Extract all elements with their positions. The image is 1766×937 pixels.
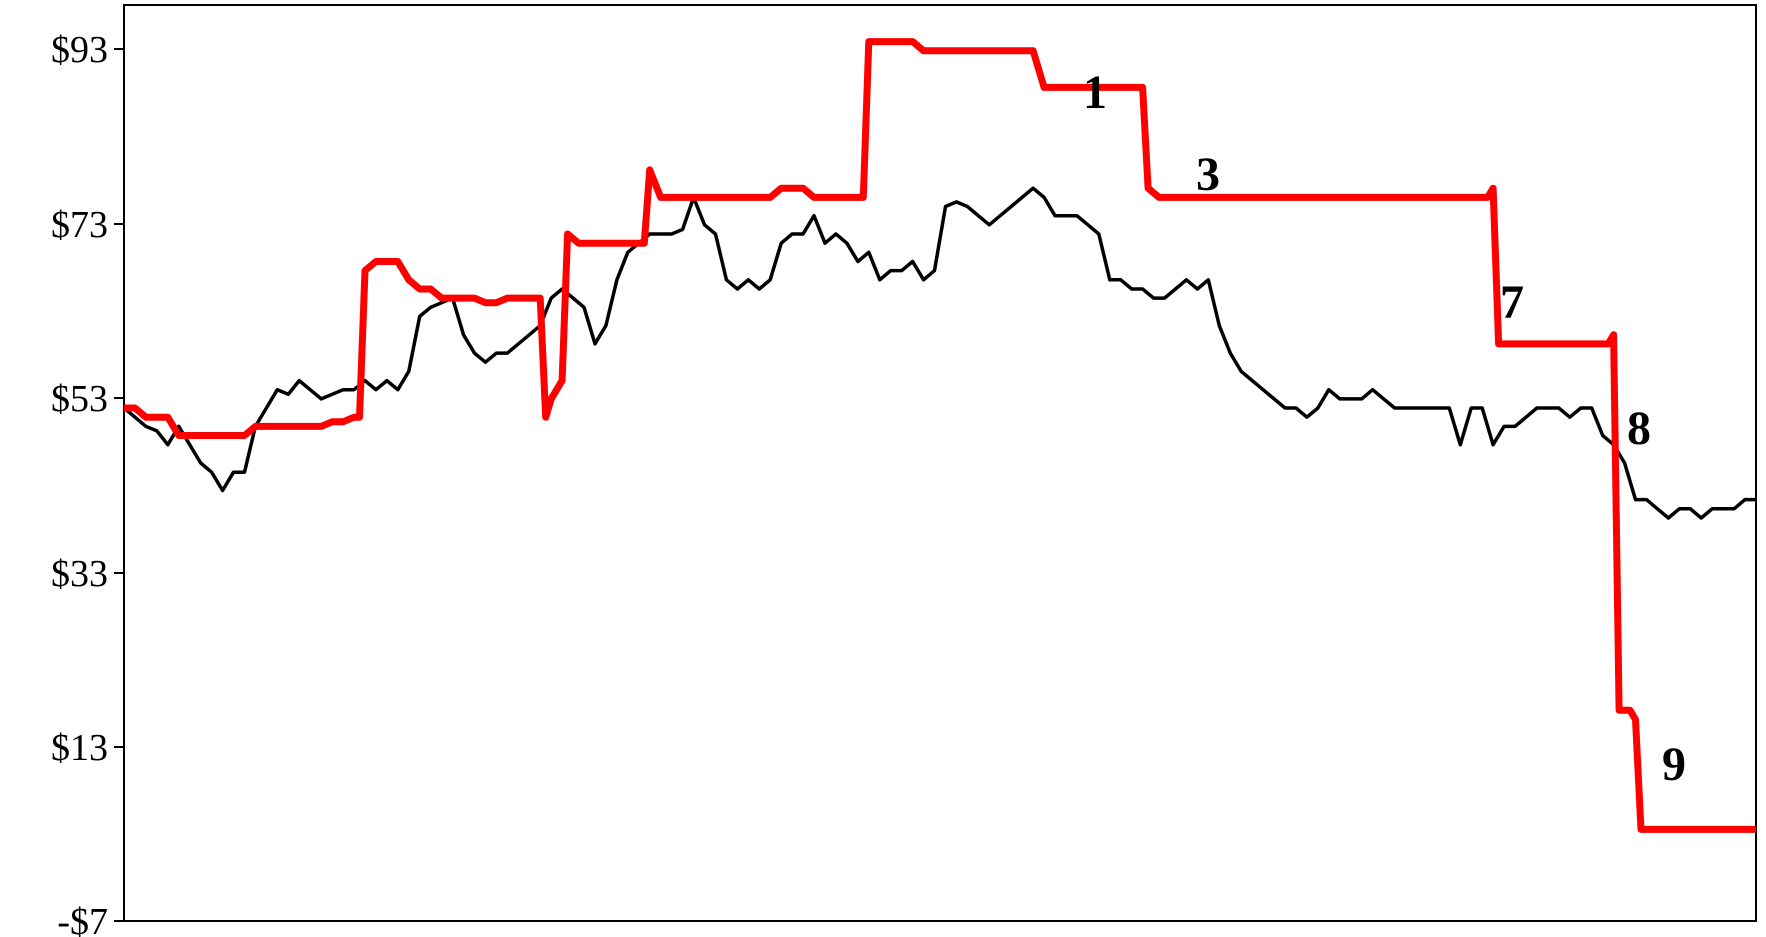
annotation-label: 9 <box>1662 738 1686 791</box>
y-tick-label: $73 <box>51 204 108 246</box>
annotation-label: 1 <box>1083 66 1107 119</box>
series-layer <box>122 38 1756 833</box>
series-line-2 <box>124 38 1756 833</box>
annotations-layer: 1 3 7 8 9 <box>1083 66 1686 791</box>
annotation-label: 3 <box>1196 148 1220 201</box>
y-tick-label: $33 <box>51 553 108 595</box>
annotation-label: 8 <box>1627 402 1651 455</box>
plot-area-frame <box>123 4 1757 922</box>
y-tick-label: $93 <box>51 29 108 71</box>
annotation-label: 7 <box>1500 276 1524 329</box>
y-tick-label: $53 <box>51 378 108 420</box>
y-tick-label: -$7 <box>57 901 108 937</box>
series-line-1 <box>122 186 1756 520</box>
y-tick-label: $13 <box>51 727 108 769</box>
y-axis: -$7 $13 $33 $53 $73 $93 <box>51 29 124 937</box>
